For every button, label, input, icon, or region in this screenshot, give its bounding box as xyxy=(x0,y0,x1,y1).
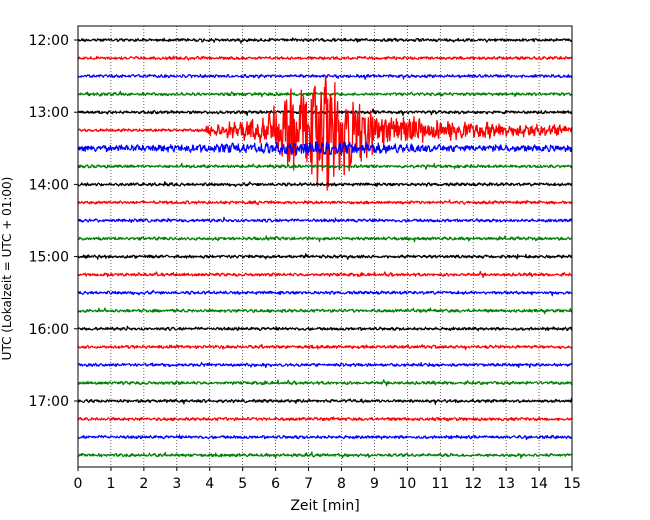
seismogram-trace-1615 xyxy=(77,343,573,351)
seismogram-trace-1745 xyxy=(77,451,573,459)
x-tick-label: 11 xyxy=(431,476,449,492)
seismogram-trace-1545 xyxy=(77,307,573,315)
seismogram-trace-1430 xyxy=(77,216,573,223)
x-tick-label: 12 xyxy=(464,476,482,492)
x-tick-label: 7 xyxy=(304,476,313,492)
seismogram-trace-1730 xyxy=(77,434,573,441)
x-tick-label: 5 xyxy=(238,476,247,492)
x-tick-label: 6 xyxy=(271,476,280,492)
seismogram-trace-1415 xyxy=(77,199,573,206)
seismogram-trace-1215 xyxy=(77,55,573,61)
seismogram-trace-1600 xyxy=(77,325,573,332)
x-tick-label: 1 xyxy=(106,476,115,492)
seismogram-trace-1200 xyxy=(77,37,573,44)
y-tick-label: 17:00 xyxy=(29,394,69,410)
x-tick-label: 9 xyxy=(370,476,379,492)
x-tick-label: 15 xyxy=(563,476,581,492)
x-axis-ticks: 0 1 2 3 4 5 6 7 8 9 10 11 12 13 14 15 xyxy=(74,467,581,492)
seismogram-trace-1645 xyxy=(77,379,573,387)
seismogram-trace-1715 xyxy=(77,416,573,422)
x-tick-label: 10 xyxy=(398,476,416,492)
x-tick-label: 0 xyxy=(74,476,83,492)
x-tick-label: 3 xyxy=(172,476,181,492)
seismogram-trace-1300 xyxy=(77,108,573,117)
x-tick-label: 14 xyxy=(530,476,548,492)
plot-frame xyxy=(77,25,573,468)
seismogram-trace-1500 xyxy=(77,253,573,260)
seismogram-trace-1630 xyxy=(77,361,573,369)
seismogram-trace-1330 xyxy=(77,141,573,156)
y-tick-label: 15:00 xyxy=(29,250,69,266)
seismogram-trace-1345 xyxy=(77,162,573,170)
seismogram-trace-1315 xyxy=(77,74,573,191)
x-axis-label: Zeit [min] xyxy=(290,498,359,514)
seismogram-traces xyxy=(77,37,573,459)
y-axis-label: UTC (Lokalzeit = UTC + 01:00) xyxy=(0,177,14,361)
y-axis-ticks: 12:00 13:00 14:00 15:00 16:00 17:00 xyxy=(29,33,78,410)
seismogram-trace-1445 xyxy=(77,235,573,243)
seismogram-trace-1400 xyxy=(77,181,573,188)
y-tick-label: 13:00 xyxy=(29,105,69,121)
x-tick-label: 2 xyxy=(139,476,148,492)
y-tick-label: 14:00 xyxy=(29,177,69,193)
seismogram-trace-1530 xyxy=(77,289,573,297)
y-tick-label: 12:00 xyxy=(29,33,69,49)
seismogram-trace-1515 xyxy=(77,270,573,279)
seismogram-trace-1700 xyxy=(77,397,573,405)
x-tick-label: 8 xyxy=(337,476,346,492)
x-tick-label: 4 xyxy=(205,476,214,492)
y-tick-label: 16:00 xyxy=(29,322,69,338)
x-tick-label: 13 xyxy=(497,476,515,492)
